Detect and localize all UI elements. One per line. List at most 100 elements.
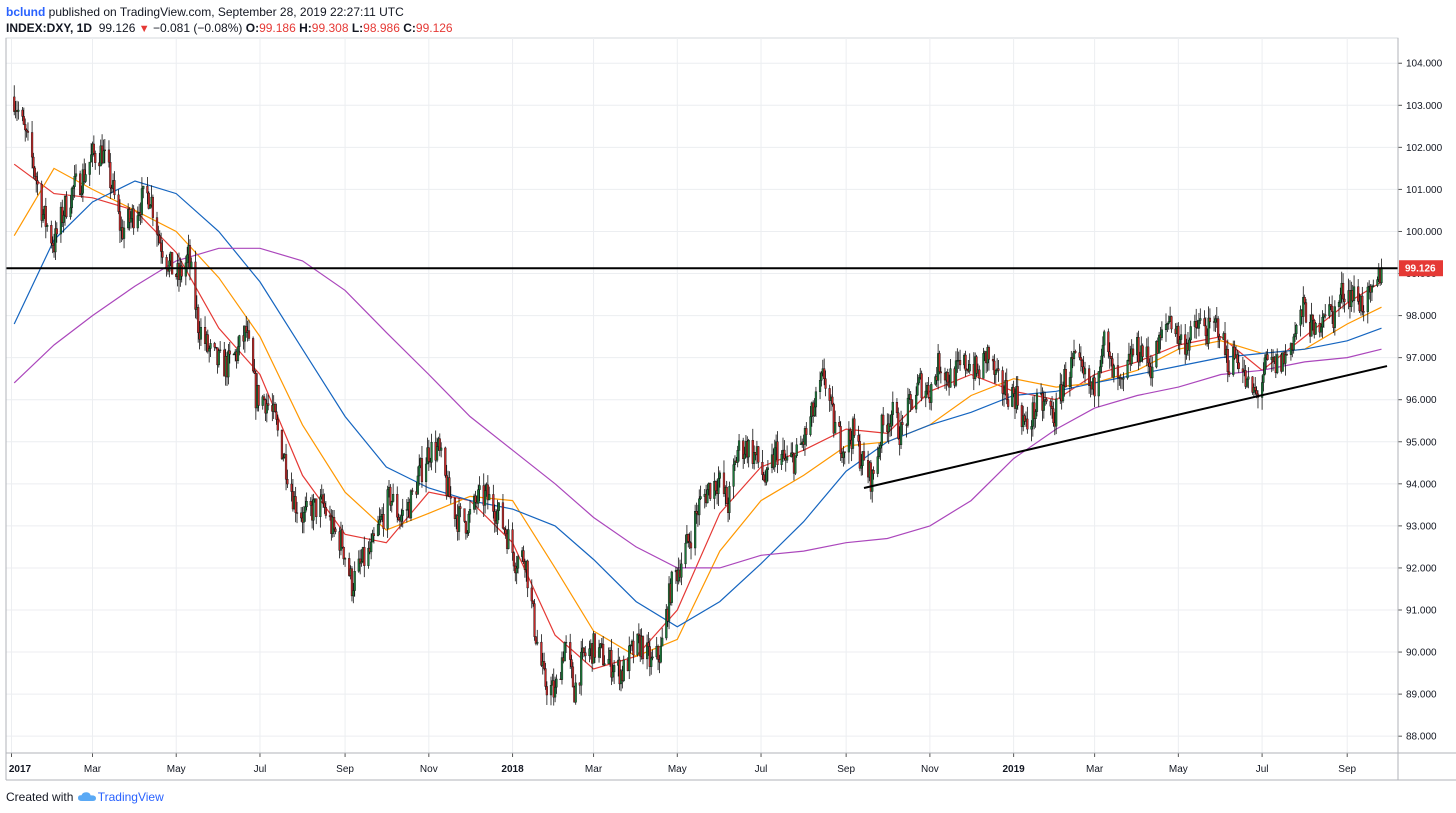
candle-body [109,162,112,189]
candle-body [1055,398,1058,427]
candle [400,508,403,527]
candle [563,641,566,662]
y-tick-label: 100.000 [1406,227,1443,238]
candle-body [295,512,299,514]
candle [194,250,197,319]
y-tick-label: 93.000 [1406,521,1437,532]
candle [651,649,654,661]
candle-body [1321,316,1324,328]
candle [1177,322,1180,350]
candle [555,674,558,694]
tradingview-cloud-icon [77,792,96,801]
candle-body [1100,355,1103,368]
candle [1055,392,1058,435]
candle [484,483,487,514]
candle [1263,354,1266,376]
candle-body [709,482,712,499]
candle-body [593,633,597,658]
candle-body [563,642,566,662]
candle-body [1380,267,1383,284]
candle [1357,279,1360,305]
candle-body [302,512,305,523]
y-tick-label: 88.000 [1406,732,1437,743]
candle-body [629,645,632,647]
candle [1197,312,1201,337]
candle [722,460,726,497]
candle [1082,355,1085,379]
candle [1180,324,1183,345]
publisher-username[interactable]: bclund [6,5,46,19]
candle-body [280,430,284,460]
candle [102,139,105,164]
candle-body [1078,352,1081,358]
candle-body [1049,400,1052,407]
candle [1343,293,1346,313]
candle [1366,282,1369,324]
candle-body [924,390,927,399]
candle-body [803,428,807,445]
candle-body [1285,354,1288,356]
candle-body [160,242,163,252]
candle [247,319,251,341]
candle [813,398,816,417]
candle-body [1119,377,1122,379]
candle [1328,296,1331,319]
candle [113,171,116,200]
rising-trendline[interactable] [863,365,1388,490]
candle-body [536,641,539,644]
candle [496,499,499,535]
candle-body [560,657,564,680]
candle [1166,322,1169,333]
candle-body [1116,365,1120,378]
candle [188,239,192,281]
candle [862,442,866,461]
tradingview-logo-text[interactable]: TradingView [97,790,164,804]
candle [946,368,949,387]
footer: Created with TradingView [6,789,164,805]
low-label: L: [351,21,364,35]
candle [418,454,421,486]
candle [46,223,49,232]
candle-body [396,493,399,518]
candle [773,439,776,472]
candle-body [22,116,25,125]
candle-body [171,252,174,275]
candle [252,336,255,373]
candle-body [799,443,802,445]
candle [776,431,779,474]
candle [849,427,852,445]
symbol-ohlc-line: INDEX:DXY, 1D 99.126 ▼ −0.081 (−0.08%) O… [6,20,453,37]
candle-body [714,481,717,491]
candle [275,403,278,425]
candle [1244,364,1247,389]
candle-body [282,457,285,460]
candle [876,446,879,478]
candle-body [69,207,72,218]
candle [199,318,203,347]
candle-body [910,399,914,410]
candle [367,541,370,569]
candle [858,433,861,472]
candle [733,455,737,472]
candle [372,527,376,544]
candle [1097,371,1100,407]
candle-body [1081,360,1084,368]
candle-body [858,441,861,469]
candle-body [1042,401,1045,411]
candle-body [107,149,111,163]
candle [847,421,850,464]
candle-body [1226,349,1229,373]
candle [717,466,720,507]
candle-body [511,529,514,553]
candle-body [1324,314,1327,317]
candle [786,445,789,464]
candle-body [507,529,510,549]
candle-body [315,498,318,518]
candle-body [1207,317,1210,344]
candle-body [194,261,197,310]
candle [1329,304,1332,311]
candle [1362,305,1365,322]
candle-body [545,686,548,696]
candle-body [641,636,645,660]
